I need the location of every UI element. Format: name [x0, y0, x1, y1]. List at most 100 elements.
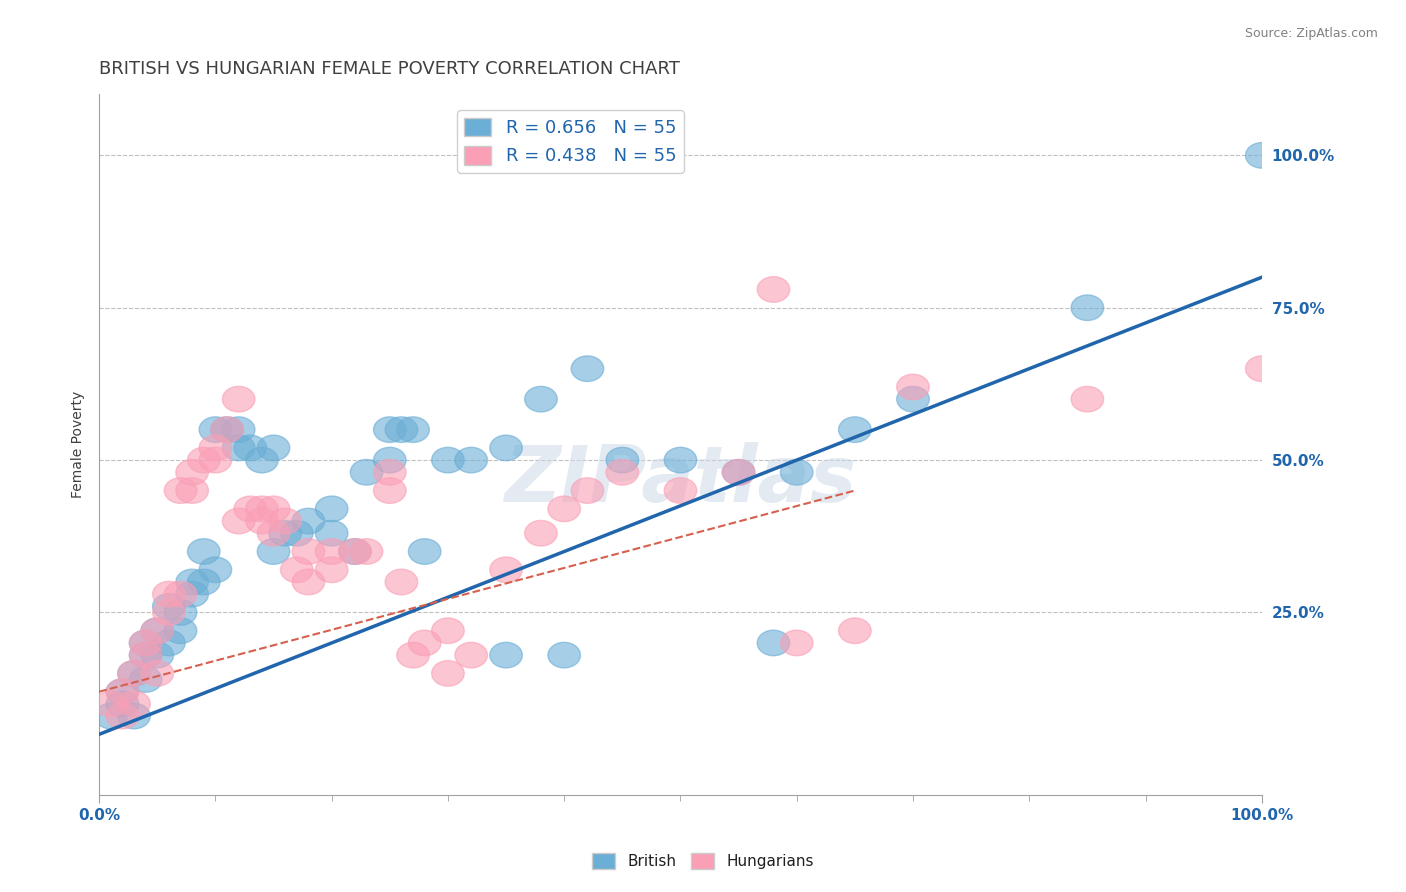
- Ellipse shape: [222, 508, 254, 533]
- Ellipse shape: [385, 417, 418, 442]
- Ellipse shape: [396, 642, 429, 668]
- Ellipse shape: [129, 630, 162, 656]
- Ellipse shape: [257, 539, 290, 565]
- Ellipse shape: [408, 539, 441, 565]
- Ellipse shape: [524, 386, 557, 412]
- Ellipse shape: [548, 642, 581, 668]
- Ellipse shape: [374, 447, 406, 473]
- Ellipse shape: [257, 520, 290, 546]
- Ellipse shape: [118, 703, 150, 729]
- Ellipse shape: [176, 459, 208, 485]
- Ellipse shape: [269, 508, 301, 533]
- Ellipse shape: [374, 417, 406, 442]
- Ellipse shape: [897, 374, 929, 400]
- Legend: British, Hungarians: British, Hungarians: [586, 847, 820, 875]
- Ellipse shape: [129, 642, 162, 668]
- Ellipse shape: [165, 582, 197, 607]
- Ellipse shape: [396, 417, 429, 442]
- Ellipse shape: [129, 630, 162, 656]
- Ellipse shape: [141, 618, 173, 643]
- Ellipse shape: [456, 642, 488, 668]
- Ellipse shape: [606, 459, 638, 485]
- Ellipse shape: [222, 435, 254, 460]
- Ellipse shape: [838, 618, 872, 643]
- Ellipse shape: [269, 520, 301, 546]
- Ellipse shape: [339, 539, 371, 565]
- Ellipse shape: [350, 539, 382, 565]
- Ellipse shape: [153, 630, 186, 656]
- Ellipse shape: [281, 520, 314, 546]
- Ellipse shape: [176, 478, 208, 503]
- Text: ZIPatlas: ZIPatlas: [505, 442, 856, 518]
- Ellipse shape: [897, 386, 929, 412]
- Ellipse shape: [141, 661, 173, 686]
- Ellipse shape: [489, 642, 523, 668]
- Ellipse shape: [489, 435, 523, 460]
- Ellipse shape: [105, 691, 139, 716]
- Ellipse shape: [176, 569, 208, 595]
- Ellipse shape: [200, 557, 232, 582]
- Ellipse shape: [315, 557, 347, 582]
- Ellipse shape: [1071, 295, 1104, 320]
- Ellipse shape: [94, 691, 127, 716]
- Text: Source: ZipAtlas.com: Source: ZipAtlas.com: [1244, 27, 1378, 40]
- Ellipse shape: [292, 539, 325, 565]
- Ellipse shape: [153, 599, 186, 625]
- Ellipse shape: [664, 478, 697, 503]
- Ellipse shape: [141, 618, 173, 643]
- Ellipse shape: [350, 459, 382, 485]
- Ellipse shape: [165, 618, 197, 643]
- Ellipse shape: [571, 478, 603, 503]
- Legend: R = 0.656   N = 55, R = 0.438   N = 55: R = 0.656 N = 55, R = 0.438 N = 55: [457, 111, 683, 173]
- Ellipse shape: [315, 520, 347, 546]
- Ellipse shape: [176, 582, 208, 607]
- Ellipse shape: [222, 386, 254, 412]
- Ellipse shape: [200, 447, 232, 473]
- Ellipse shape: [723, 459, 755, 485]
- Ellipse shape: [246, 447, 278, 473]
- Y-axis label: Female Poverty: Female Poverty: [72, 392, 86, 499]
- Ellipse shape: [233, 496, 267, 522]
- Text: BRITISH VS HUNGARIAN FEMALE POVERTY CORRELATION CHART: BRITISH VS HUNGARIAN FEMALE POVERTY CORR…: [100, 60, 681, 78]
- Ellipse shape: [257, 435, 290, 460]
- Ellipse shape: [1246, 356, 1278, 382]
- Ellipse shape: [105, 679, 139, 705]
- Ellipse shape: [118, 661, 150, 686]
- Ellipse shape: [118, 661, 150, 686]
- Ellipse shape: [408, 630, 441, 656]
- Ellipse shape: [385, 569, 418, 595]
- Ellipse shape: [489, 557, 523, 582]
- Ellipse shape: [758, 277, 790, 302]
- Ellipse shape: [200, 435, 232, 460]
- Ellipse shape: [374, 459, 406, 485]
- Ellipse shape: [222, 417, 254, 442]
- Ellipse shape: [432, 661, 464, 686]
- Ellipse shape: [315, 539, 347, 565]
- Ellipse shape: [723, 459, 755, 485]
- Ellipse shape: [548, 496, 581, 522]
- Ellipse shape: [211, 417, 243, 442]
- Ellipse shape: [339, 539, 371, 565]
- Ellipse shape: [165, 599, 197, 625]
- Ellipse shape: [118, 691, 150, 716]
- Ellipse shape: [292, 508, 325, 533]
- Ellipse shape: [187, 447, 221, 473]
- Ellipse shape: [524, 520, 557, 546]
- Ellipse shape: [292, 569, 325, 595]
- Ellipse shape: [664, 447, 697, 473]
- Ellipse shape: [246, 496, 278, 522]
- Ellipse shape: [838, 417, 872, 442]
- Ellipse shape: [211, 417, 243, 442]
- Ellipse shape: [187, 539, 221, 565]
- Ellipse shape: [233, 435, 267, 460]
- Ellipse shape: [129, 642, 162, 668]
- Ellipse shape: [200, 417, 232, 442]
- Ellipse shape: [153, 593, 186, 619]
- Ellipse shape: [374, 478, 406, 503]
- Ellipse shape: [141, 642, 173, 668]
- Ellipse shape: [246, 508, 278, 533]
- Ellipse shape: [105, 679, 139, 705]
- Ellipse shape: [571, 356, 603, 382]
- Ellipse shape: [153, 582, 186, 607]
- Ellipse shape: [780, 630, 813, 656]
